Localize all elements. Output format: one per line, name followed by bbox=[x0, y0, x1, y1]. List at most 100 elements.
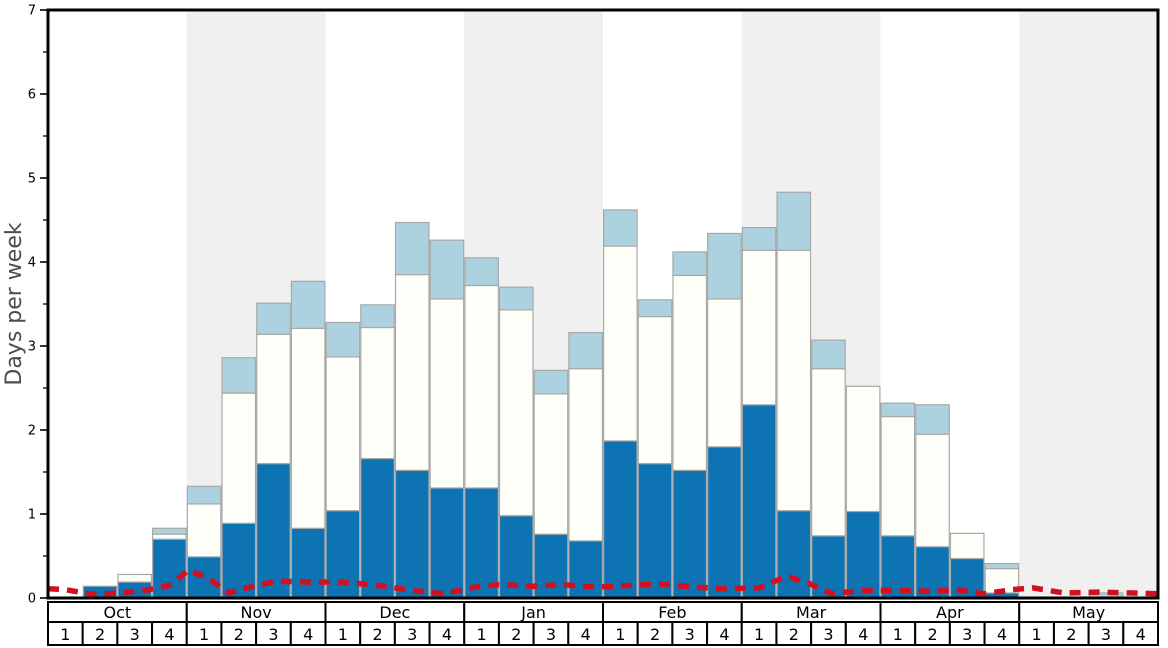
bar-Dec-2 bbox=[360, 304, 395, 599]
segment-dark bbox=[602, 440, 638, 599]
week-label-Mar-4: 4 bbox=[858, 625, 868, 644]
segment-light bbox=[256, 302, 291, 335]
week-label-Feb-4: 4 bbox=[719, 625, 729, 644]
segment-white bbox=[221, 392, 257, 524]
bar-Apr-1 bbox=[880, 402, 916, 599]
bar-Jan-2 bbox=[498, 286, 534, 599]
y-tick-label-3: 3 bbox=[28, 340, 36, 355]
segment-light bbox=[672, 251, 708, 277]
segment-dark bbox=[360, 457, 395, 599]
segment-light bbox=[325, 321, 361, 358]
y-tick-label-0: 0 bbox=[28, 592, 36, 607]
week-label-Jan-2: 2 bbox=[511, 625, 521, 644]
red-dashed-line bbox=[47, 567, 1159, 598]
bar-Jan-3 bbox=[533, 369, 569, 599]
segment-dark bbox=[325, 510, 361, 599]
segment-light bbox=[360, 304, 395, 329]
bar-Mar-1 bbox=[741, 226, 777, 599]
month-label-Oct: Oct bbox=[104, 603, 132, 622]
red-dashed-path bbox=[47, 567, 1159, 598]
segment-white bbox=[325, 356, 361, 512]
week-label-Mar-2: 2 bbox=[789, 625, 799, 644]
segment-light bbox=[880, 402, 916, 418]
segment-white bbox=[394, 274, 430, 471]
week-label-Apr-3: 3 bbox=[962, 625, 972, 644]
week-label-Oct-3: 3 bbox=[130, 625, 140, 644]
segment-light bbox=[602, 209, 638, 247]
month-label-Jan: Jan bbox=[520, 603, 546, 622]
segment-dark bbox=[776, 510, 812, 599]
segment-dark bbox=[186, 556, 222, 599]
segment-light bbox=[637, 299, 673, 318]
segment-dark bbox=[707, 446, 742, 599]
week-label-Dec-3: 3 bbox=[407, 625, 417, 644]
week-label-Jan-3: 3 bbox=[546, 625, 556, 644]
segment-light bbox=[394, 221, 430, 276]
week-label-Feb-1: 1 bbox=[615, 625, 625, 644]
bar-Mar-2 bbox=[776, 191, 812, 599]
y-axis: 0 1 2 3 4 5 6 7 bbox=[28, 4, 48, 607]
segment-white bbox=[498, 309, 534, 517]
segment-dark bbox=[533, 533, 569, 599]
segment-white bbox=[880, 415, 916, 537]
segment-light bbox=[568, 331, 603, 370]
segment-dark bbox=[290, 527, 326, 599]
segment-white bbox=[707, 298, 742, 448]
week-label-Nov-4: 4 bbox=[303, 625, 313, 644]
month-label-May: May bbox=[1072, 603, 1105, 622]
month-label-Dec: Dec bbox=[379, 603, 410, 622]
bar-Dec-1 bbox=[325, 321, 361, 599]
week-label-May-1: 1 bbox=[1032, 625, 1042, 644]
segment-white bbox=[117, 573, 153, 583]
bar-Feb-3 bbox=[672, 251, 708, 599]
week-label-May-2: 2 bbox=[1066, 625, 1076, 644]
y-tick-label-1: 1 bbox=[28, 508, 36, 523]
y-axis-title: Days per week bbox=[2, 222, 27, 385]
segment-light bbox=[984, 562, 1020, 570]
segment-dark bbox=[256, 463, 291, 599]
segment-light bbox=[811, 339, 846, 370]
bar-Jan-4 bbox=[568, 331, 603, 599]
week-label-Nov-1: 1 bbox=[199, 625, 209, 644]
segment-dark bbox=[152, 538, 187, 599]
segment-white bbox=[915, 433, 950, 548]
segment-dark bbox=[741, 404, 777, 599]
week-label-Oct-4: 4 bbox=[164, 625, 174, 644]
week-label-Oct-1: 1 bbox=[60, 625, 70, 644]
bar-Feb-4 bbox=[707, 232, 742, 599]
segment-light bbox=[221, 357, 257, 394]
plot-border bbox=[46, 8, 1160, 600]
segment-light bbox=[707, 232, 742, 300]
y-tick-label-2: 2 bbox=[28, 424, 36, 439]
segment-white bbox=[949, 532, 985, 560]
segment-white bbox=[533, 393, 569, 535]
month-label-Apr: Apr bbox=[936, 603, 964, 622]
segment-dark bbox=[637, 463, 673, 599]
segment-white bbox=[602, 245, 638, 442]
week-row: 1 2 3 4 1 2 3 4 1 2 3 4 1 2 3 4 1 2 3 4 1 2 3 4 1 2 3 4 1 2 3 4 bbox=[47, 621, 1159, 646]
segment-light bbox=[776, 191, 812, 251]
bar-Oct-3 bbox=[117, 573, 153, 599]
week-label-Feb-2: 2 bbox=[650, 625, 660, 644]
segment-white bbox=[811, 368, 846, 537]
segment-white bbox=[637, 316, 673, 465]
bar-Apr-3 bbox=[949, 532, 985, 599]
segment-white bbox=[186, 503, 222, 558]
bar-Nov-4 bbox=[290, 280, 326, 599]
month-label-Mar: Mar bbox=[796, 603, 827, 622]
segment-white bbox=[429, 298, 465, 489]
segment-light bbox=[186, 485, 222, 505]
week-label-Apr-2: 2 bbox=[927, 625, 937, 644]
week-label-Nov-3: 3 bbox=[268, 625, 278, 644]
segment-white bbox=[152, 533, 187, 540]
segment-light bbox=[533, 369, 569, 395]
segment-light bbox=[290, 280, 326, 329]
y-tick-label-5: 5 bbox=[28, 172, 36, 187]
segment-dark bbox=[464, 487, 499, 599]
segment-white bbox=[568, 368, 603, 542]
bar-Nov-3 bbox=[256, 302, 291, 599]
bar-Dec-4 bbox=[429, 239, 465, 599]
y-tick-label-6: 6 bbox=[28, 88, 36, 103]
segment-light bbox=[429, 239, 465, 300]
